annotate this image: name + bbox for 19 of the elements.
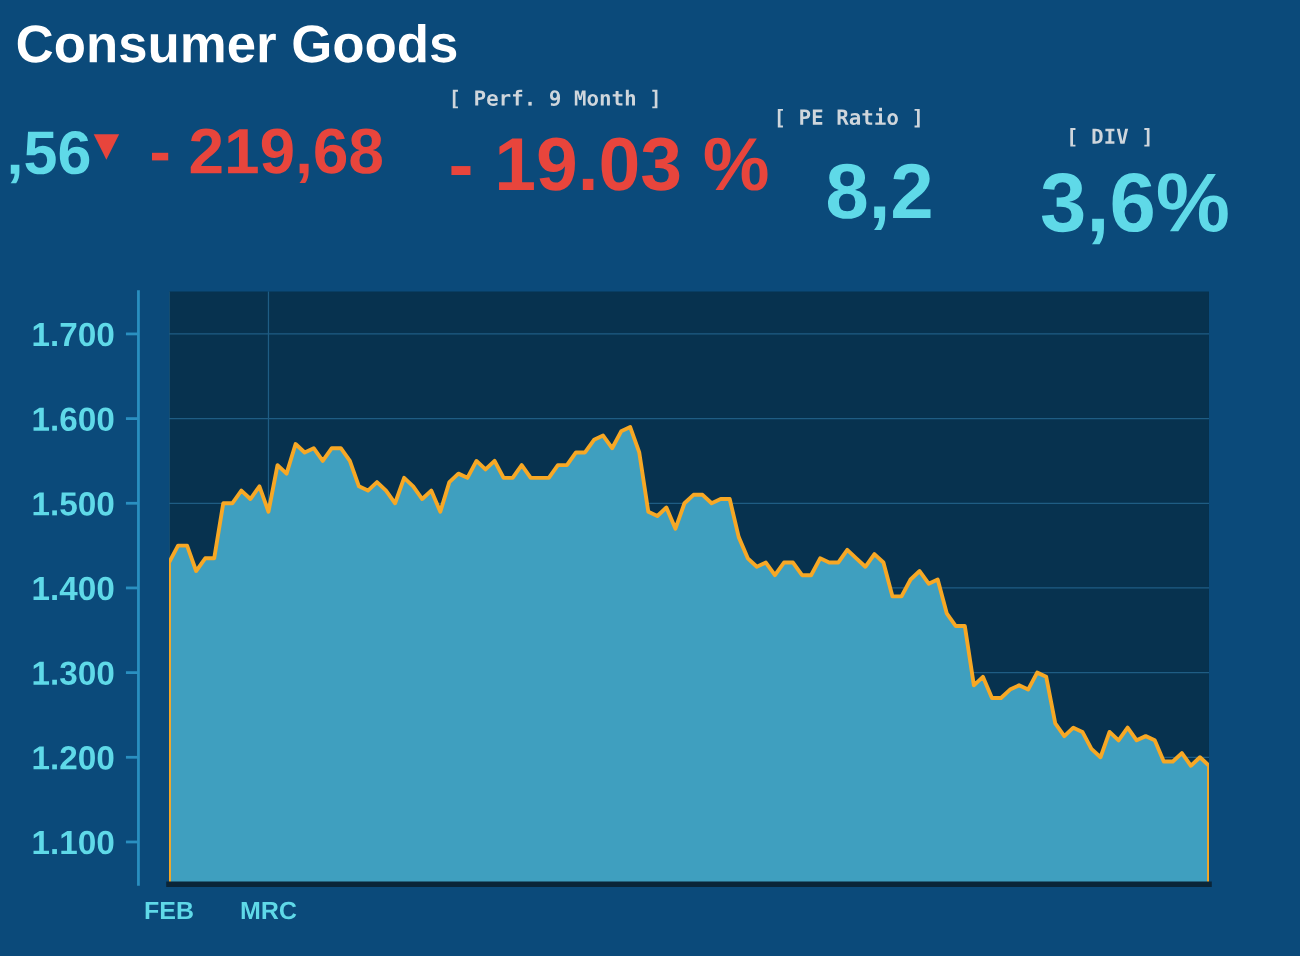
text: [ PE Ratio ] (777, 107, 920, 128)
y-tick-label: 1.700 (33, 322, 114, 347)
text: 3,6% (1041, 173, 1228, 245)
y-tick-label: 1.300 (33, 661, 114, 686)
text: 8,2 (827, 163, 931, 231)
text: - 19.03 % (451, 137, 768, 191)
chart-title: Consumer Goods (17, 23, 457, 63)
y-tick-label: 1.600 (33, 407, 114, 431)
y-tick-label: 1.400 (33, 576, 114, 601)
text: ,56 (10, 131, 90, 184)
text: [ DIV ] (1070, 128, 1150, 147)
y-tick-label: 1.500 (33, 492, 114, 516)
text: ▼ (93, 134, 120, 160)
text: [ Perf. 9 Month ] (452, 89, 658, 109)
x-tick-label: MRC (241, 901, 297, 920)
y-tick-label: 1.200 (33, 746, 114, 770)
y-tick-label: 1.100 (33, 830, 114, 855)
x-tick-label: FEB (145, 901, 193, 920)
text: - 219,68 (152, 128, 382, 184)
